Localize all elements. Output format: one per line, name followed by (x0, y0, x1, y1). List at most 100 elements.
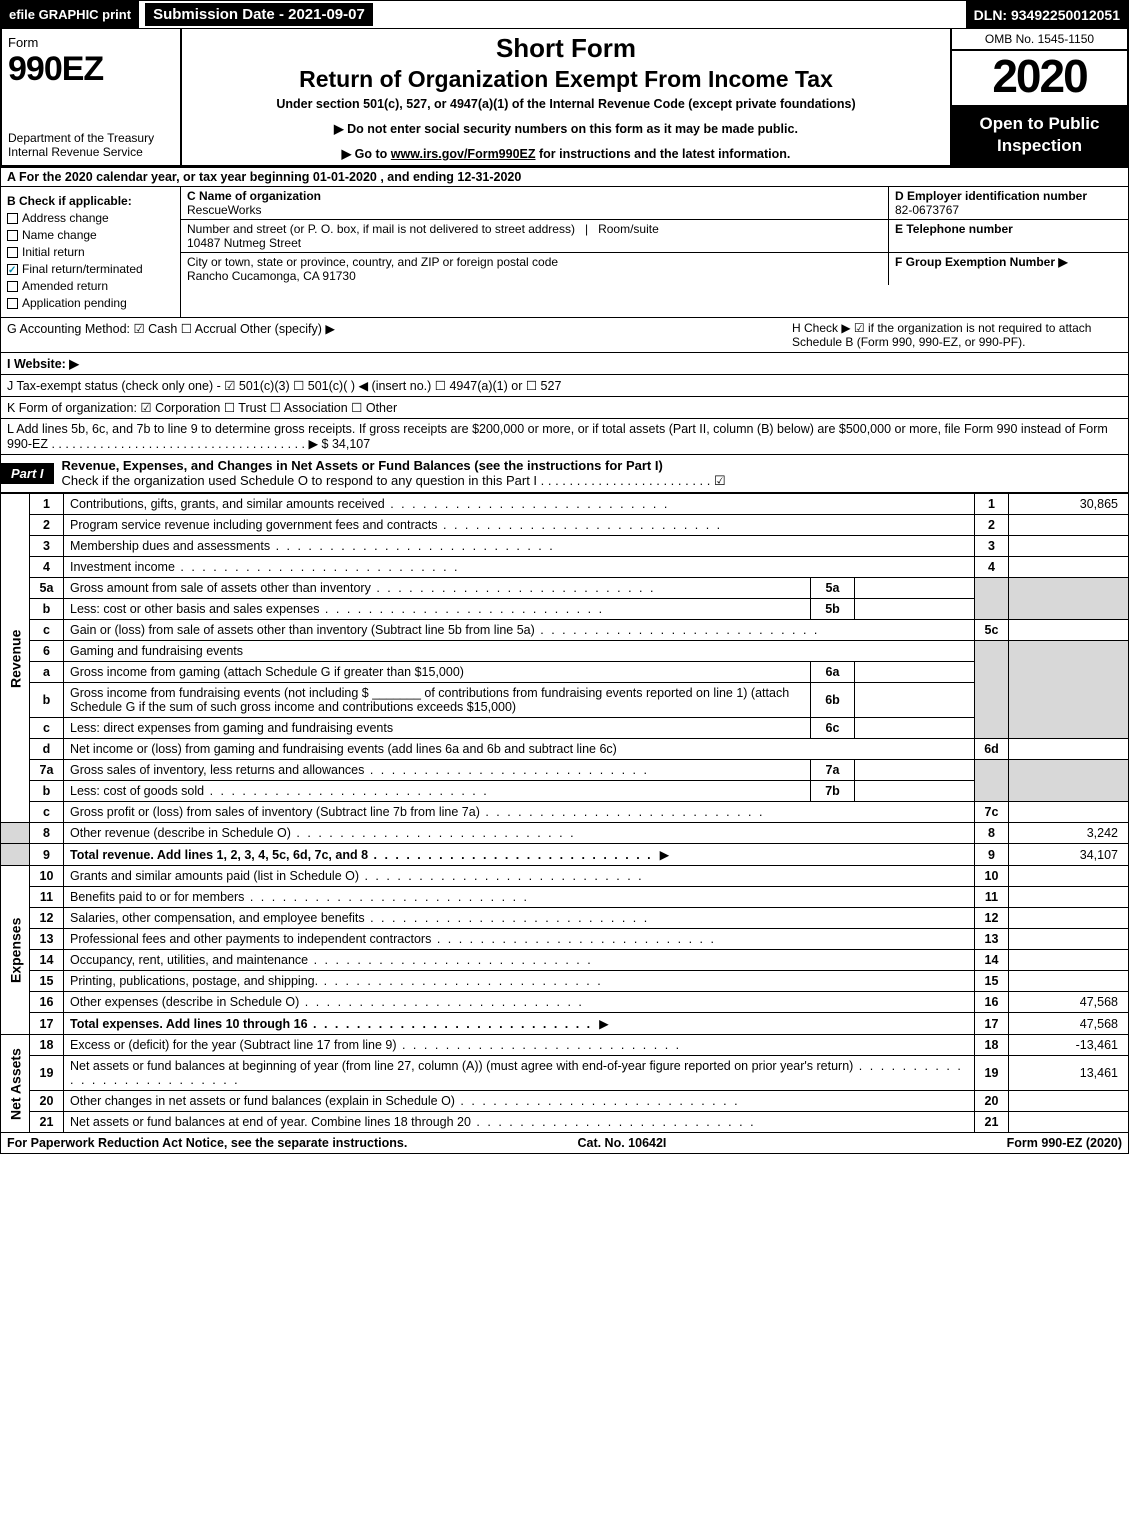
dept-line2: Internal Revenue Service (8, 145, 143, 159)
table-row: b Less: cost or other basis and sales ex… (1, 599, 1129, 620)
row-k-form-org: K Form of organization: ☑ Corporation ☐ … (0, 397, 1129, 419)
line-val (1009, 950, 1129, 971)
linenum: d (30, 739, 64, 760)
line-desc: Net income or (loss) from gaming and fun… (64, 739, 975, 760)
linenum: 1 (30, 494, 64, 515)
sub-val (855, 683, 975, 718)
column-b-checkboxes: B Check if applicable: Address change Na… (1, 187, 181, 317)
table-row: 12 Salaries, other compensation, and emp… (1, 908, 1129, 929)
dept-treasury: Department of the Treasury Internal Reve… (8, 131, 174, 159)
linenum: 18 (30, 1035, 64, 1056)
line-col: 13 (975, 929, 1009, 950)
grey-cell (1009, 578, 1129, 620)
ein-value: 82-0673767 (895, 203, 959, 217)
line-desc: Excess or (deficit) for the year (Subtra… (64, 1035, 975, 1056)
form-number: 990EZ (8, 50, 174, 89)
d-label: D Employer identification number (895, 189, 1087, 203)
part1-table: Revenue 1 Contributions, gifts, grants, … (0, 493, 1129, 1133)
linenum: 6 (30, 641, 64, 662)
irs-link[interactable]: www.irs.gov/Form990EZ (391, 147, 536, 161)
chk-address-change[interactable]: Address change (7, 211, 174, 225)
line-desc: Program service revenue including govern… (64, 515, 975, 536)
line-desc: Occupancy, rent, utilities, and maintena… (64, 950, 975, 971)
table-row: 13 Professional fees and other payments … (1, 929, 1129, 950)
e-label: E Telephone number (895, 222, 1013, 236)
sub-col: 5a (811, 578, 855, 599)
chk-amended-return[interactable]: Amended return (7, 279, 174, 293)
table-row: 2 Program service revenue including gove… (1, 515, 1129, 536)
table-row: a Gross income from gaming (attach Sched… (1, 662, 1129, 683)
blank-side (1, 844, 30, 866)
org-name: RescueWorks (187, 203, 261, 217)
line-desc: Grants and similar amounts paid (list in… (64, 866, 975, 887)
sub-col: 6c (811, 718, 855, 739)
line-val (1009, 1112, 1129, 1133)
line-col: 21 (975, 1112, 1009, 1133)
table-row: Expenses 10 Grants and similar amounts p… (1, 866, 1129, 887)
linenum: c (30, 620, 64, 641)
table-row: 5a Gross amount from sale of assets othe… (1, 578, 1129, 599)
linenum: 13 (30, 929, 64, 950)
line-desc: Less: cost or other basis and sales expe… (64, 599, 811, 620)
line-val: 3,242 (1009, 823, 1129, 844)
table-row: Net Assets 18 Excess or (deficit) for th… (1, 1035, 1129, 1056)
row-l-gross-receipts: L Add lines 5b, 6c, and 7b to line 9 to … (0, 419, 1129, 455)
chk-label-1: Name change (22, 228, 97, 242)
chk-final-return[interactable]: Final return/terminated (7, 262, 174, 276)
linenum: 3 (30, 536, 64, 557)
room-label: Room/suite (598, 222, 659, 236)
line-desc: Other changes in net assets or fund bala… (64, 1091, 975, 1112)
linenum: c (30, 718, 64, 739)
linenum: 9 (30, 844, 64, 866)
linenum: 20 (30, 1091, 64, 1112)
table-row: c Less: direct expenses from gaming and … (1, 718, 1129, 739)
bullet-goto-irs: ▶ Go to www.irs.gov/Form990EZ for instru… (192, 146, 940, 161)
j-text: J Tax-exempt status (check only one) - ☑… (7, 378, 561, 393)
chk-name-change[interactable]: Name change (7, 228, 174, 242)
l-text: L Add lines 5b, 6c, and 7b to line 9 to … (7, 422, 1122, 451)
chk-initial-return[interactable]: Initial return (7, 245, 174, 259)
line-desc: Net assets or fund balances at end of ye… (64, 1112, 975, 1133)
form-header-left: Form 990EZ Department of the Treasury In… (2, 29, 182, 165)
form-header-mid: Short Form Return of Organization Exempt… (182, 29, 952, 165)
chk-application-pending[interactable]: Application pending (7, 296, 174, 310)
line-val: -13,461 (1009, 1035, 1129, 1056)
page-footer: For Paperwork Reduction Act Notice, see … (0, 1133, 1129, 1154)
grey-cell (1009, 760, 1129, 802)
linenum: 17 (30, 1013, 64, 1035)
part1-header: Part I Revenue, Expenses, and Changes in… (0, 455, 1129, 493)
line-col: 4 (975, 557, 1009, 578)
line-val (1009, 887, 1129, 908)
line-val (1009, 620, 1129, 641)
line-col: 20 (975, 1091, 1009, 1112)
col-b-header: B Check if applicable: (7, 194, 174, 208)
line-val (1009, 557, 1129, 578)
line-col: 5c (975, 620, 1009, 641)
dln-badge: DLN: 93492250012051 (966, 1, 1128, 28)
line-desc: Total revenue. Add lines 1, 2, 3, 4, 5c,… (64, 844, 975, 866)
efile-print-button[interactable]: efile GRAPHIC print (1, 1, 139, 28)
sub-col: 7b (811, 781, 855, 802)
sub-col: 5b (811, 599, 855, 620)
line-desc: Other revenue (describe in Schedule O) (64, 823, 975, 844)
revenue-side-label: Revenue (1, 494, 30, 823)
grey-cell (1009, 641, 1129, 739)
line-val: 34,107 (1009, 844, 1129, 866)
k-text: K Form of organization: ☑ Corporation ☐ … (7, 400, 397, 415)
under-section-text: Under section 501(c), 527, or 4947(a)(1)… (192, 97, 940, 111)
linenum: 4 (30, 557, 64, 578)
line-val (1009, 929, 1129, 950)
linenum: 8 (30, 823, 64, 844)
chk-label-5: Application pending (22, 296, 127, 310)
line-desc: Other expenses (describe in Schedule O) (64, 992, 975, 1013)
line-desc: Gross sales of inventory, less returns a… (64, 760, 811, 781)
line-desc: Benefits paid to or for members (64, 887, 975, 908)
line-desc: Gross income from fundraising events (no… (64, 683, 811, 718)
chk-label-4: Amended return (22, 279, 108, 293)
table-row: Revenue 1 Contributions, gifts, grants, … (1, 494, 1129, 515)
part1-badge: Part I (1, 463, 54, 484)
part1-title-text: Revenue, Expenses, and Changes in Net As… (62, 458, 663, 473)
line-val (1009, 1091, 1129, 1112)
line-desc: Gross profit or (loss) from sales of inv… (64, 802, 975, 823)
line-col: 6d (975, 739, 1009, 760)
